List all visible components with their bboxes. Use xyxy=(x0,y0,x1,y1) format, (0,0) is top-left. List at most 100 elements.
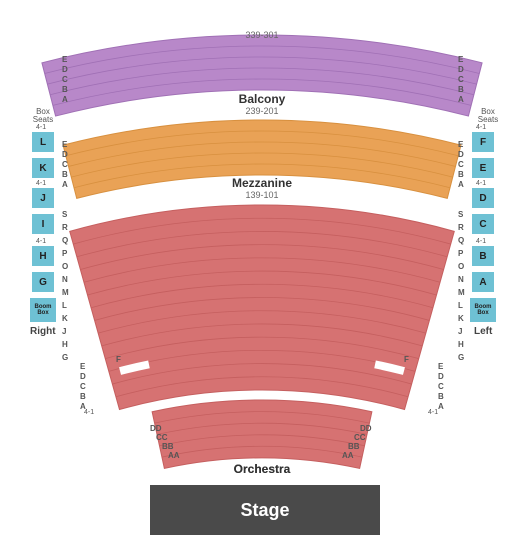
row-label: AA xyxy=(342,451,354,460)
row-label: S xyxy=(62,210,67,219)
row-label: G xyxy=(458,353,464,362)
row-label: A xyxy=(438,402,444,411)
row-label: C xyxy=(458,160,464,169)
row-label: B xyxy=(458,170,464,179)
box-seats-label: BoxSeats xyxy=(33,108,53,124)
row-label: S xyxy=(458,210,463,219)
row-label: P xyxy=(62,249,67,258)
row-label: K xyxy=(458,314,464,323)
row-label: Q xyxy=(458,236,464,245)
row-label: D xyxy=(458,65,464,74)
row-label: E xyxy=(458,55,463,64)
row-label: O xyxy=(62,262,68,271)
box-seat-k[interactable]: K xyxy=(32,158,54,178)
row-label: M xyxy=(62,288,69,297)
row-label: H xyxy=(62,340,68,349)
box-seat-g[interactable]: G xyxy=(32,272,54,292)
row-label: D xyxy=(80,372,86,381)
row-label: R xyxy=(458,223,464,232)
row-label: Q xyxy=(62,236,68,245)
row-label: D xyxy=(62,65,68,74)
row-label: DD xyxy=(360,424,372,433)
row-label: C xyxy=(438,382,444,391)
row-label: A xyxy=(62,180,68,189)
boom-box[interactable]: BoomBox xyxy=(470,298,496,322)
box-seat-range: 4-1 xyxy=(36,180,46,187)
mezzanine-range: 239-201 xyxy=(245,106,278,116)
box-seat-d[interactable]: D xyxy=(472,188,494,208)
row-label: C xyxy=(458,75,464,84)
row-label: C xyxy=(80,382,86,391)
row-label: J xyxy=(62,327,66,336)
boom-box[interactable]: BoomBox xyxy=(30,298,56,322)
box-seat-f[interactable]: F xyxy=(472,132,494,152)
box-seat-a[interactable]: A xyxy=(472,272,494,292)
row-label: B xyxy=(80,392,86,401)
row-label: B xyxy=(62,85,68,94)
box-seat-range: 4-1 xyxy=(476,124,486,131)
box-seat-range: 4-1 xyxy=(476,238,486,245)
box-seat-range: 4-1 xyxy=(36,124,46,131)
row-label: R xyxy=(62,223,68,232)
orchestra-section[interactable] xyxy=(70,205,455,410)
row-label: A xyxy=(62,95,68,104)
row-label: D xyxy=(458,150,464,159)
row-label: D xyxy=(438,372,444,381)
row-label: J xyxy=(458,327,462,336)
box-seat-c[interactable]: C xyxy=(472,214,494,234)
row-label: M xyxy=(458,288,465,297)
stage-label: Stage xyxy=(240,500,289,521)
mezzanine-label: Mezzanine xyxy=(232,176,292,190)
floor-range: 4-1 xyxy=(428,409,438,416)
box-seats-label: BoxSeats xyxy=(478,108,498,124)
box-seat-range: 4-1 xyxy=(36,238,46,245)
row-label: E xyxy=(458,140,463,149)
row-label: AA xyxy=(168,451,180,460)
row-label: N xyxy=(62,275,68,284)
box-seat-b[interactable]: B xyxy=(472,246,494,266)
side-label-right: Right xyxy=(30,326,56,337)
row-label: A xyxy=(458,95,464,104)
balcony-range: 339-301 xyxy=(245,30,278,40)
box-seat-e[interactable]: E xyxy=(472,158,494,178)
floor-range: 4-1 xyxy=(84,409,94,416)
row-label: C xyxy=(62,75,68,84)
row-label: B xyxy=(458,85,464,94)
seating-chart xyxy=(0,0,525,560)
row-label: CC xyxy=(156,433,168,442)
row-label: D xyxy=(62,150,68,159)
balcony-label: Balcony xyxy=(239,92,286,106)
row-label: F xyxy=(404,355,409,364)
row-label: K xyxy=(62,314,68,323)
row-label: H xyxy=(458,340,464,349)
orchestra-range: 139-101 xyxy=(245,190,278,200)
row-label: A xyxy=(458,180,464,189)
row-label: E xyxy=(62,55,67,64)
row-label: F xyxy=(116,355,121,364)
box-seat-j[interactable]: J xyxy=(32,188,54,208)
orchestra-front-section[interactable] xyxy=(152,400,372,468)
side-label-left: Left xyxy=(474,326,492,337)
row-label: E xyxy=(62,140,67,149)
row-label: E xyxy=(80,362,85,371)
row-label: L xyxy=(458,301,463,310)
row-label: DD xyxy=(150,424,162,433)
orchestra-label: Orchestra xyxy=(234,462,291,476)
row-label: BB xyxy=(162,442,174,451)
row-label: B xyxy=(438,392,444,401)
stage: Stage xyxy=(150,485,380,535)
row-label: O xyxy=(458,262,464,271)
row-label: CC xyxy=(354,433,366,442)
box-seat-i[interactable]: I xyxy=(32,214,54,234)
row-label: E xyxy=(438,362,443,371)
box-seat-h[interactable]: H xyxy=(32,246,54,266)
row-label: P xyxy=(458,249,463,258)
box-seat-range: 4-1 xyxy=(476,180,486,187)
box-seat-l[interactable]: L xyxy=(32,132,54,152)
row-label: B xyxy=(62,170,68,179)
row-label: BB xyxy=(348,442,360,451)
row-label: C xyxy=(62,160,68,169)
row-label: L xyxy=(62,301,67,310)
row-label: N xyxy=(458,275,464,284)
row-label: G xyxy=(62,353,68,362)
